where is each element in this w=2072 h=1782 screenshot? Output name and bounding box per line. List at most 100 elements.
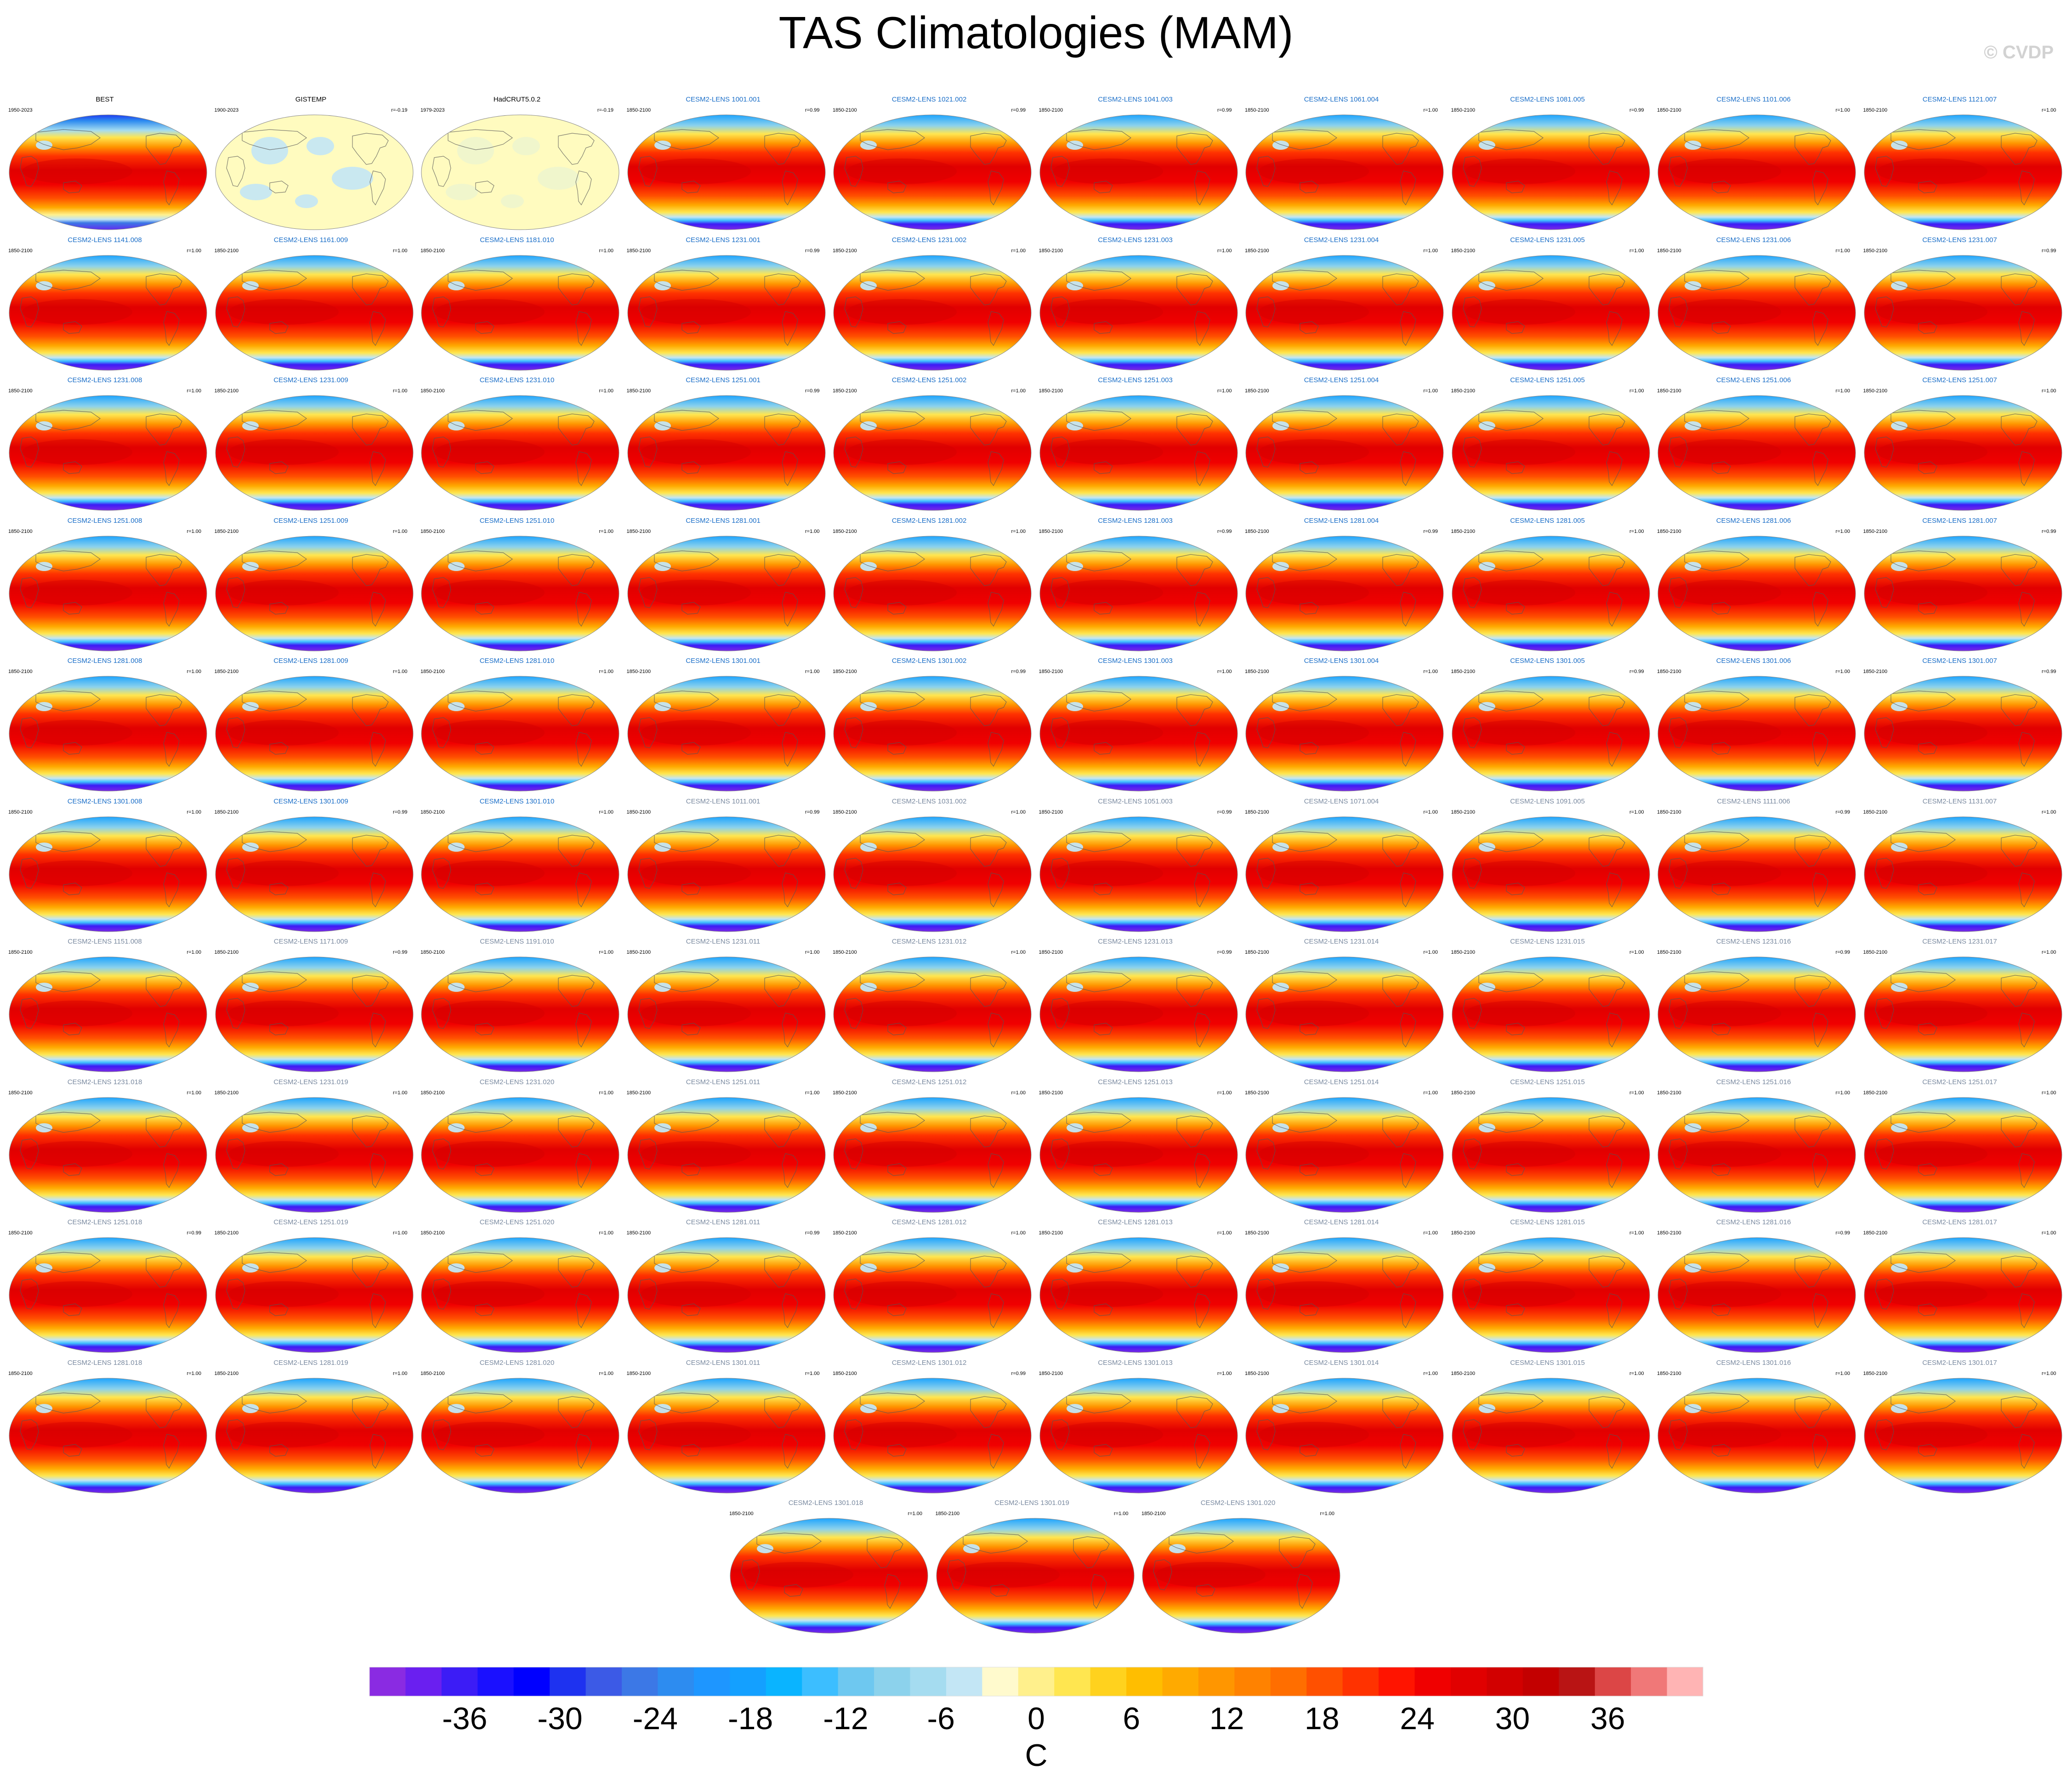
panel-title: CESM2-LENS 1121.007 xyxy=(1922,96,1997,103)
map-panel-grid: BEST 1950-2023 GISTEMP 1900-2023 r=-0.19 HadC… xyxy=(2,96,2063,1635)
map-globe xyxy=(1863,255,2063,372)
colorbar-swatch xyxy=(693,1667,730,1696)
panel-title: CESM2-LENS 1251.018 xyxy=(67,1218,142,1226)
map-globe xyxy=(1141,1517,1341,1635)
map-globe xyxy=(833,535,1032,652)
panel-correlation: r=1.00 xyxy=(1423,248,1438,254)
panel-period: 1850-2100 xyxy=(1245,1230,1269,1236)
colorbar-swatch xyxy=(585,1667,622,1696)
panel-period: 1850-2100 xyxy=(1863,528,1888,534)
panel-title: CESM2-LENS 1281.003 xyxy=(1098,516,1173,525)
colorbar-swatch xyxy=(1270,1667,1307,1696)
map-panel: CESM2-LENS 1081.005 1850-2100 r=0.99 xyxy=(1445,96,1651,232)
panel-period: 1850-2100 xyxy=(1657,107,1681,113)
panel-period: 1850-2100 xyxy=(1451,388,1476,394)
panel-period: 1850-2100 xyxy=(1657,1230,1681,1236)
panel-correlation: r=1.00 xyxy=(1320,1511,1335,1516)
map-panel: CESM2-LENS 1301.001 1850-2100 r=1.00 xyxy=(620,657,826,794)
watermark: © CVDP xyxy=(1984,42,2054,62)
map-globe xyxy=(627,675,826,792)
panel-correlation: r=1.00 xyxy=(187,528,202,534)
panel-title: CESM2-LENS 1251.008 xyxy=(67,516,142,525)
panel-period: 1850-2100 xyxy=(1245,809,1269,815)
panel-correlation: r=1.00 xyxy=(805,528,820,534)
panel-correlation: r=1.00 xyxy=(599,1090,614,1096)
map-panel: CESM2-LENS 1031.002 1850-2100 r=1.00 xyxy=(826,798,1032,934)
panel-correlation: r=0.99 xyxy=(1011,1370,1026,1376)
map-panel: CESM2-LENS 1231.007 1850-2100 r=0.99 xyxy=(1857,236,2063,373)
panel-title: CESM2-LENS 1231.011 xyxy=(686,938,761,945)
map-globe xyxy=(1245,1237,1444,1354)
panel-period: 1850-2100 xyxy=(1863,950,1888,955)
panel-period: 1850-2100 xyxy=(833,1090,857,1096)
map-panel: CESM2-LENS 1161.009 1850-2100 r=1.00 xyxy=(208,236,414,373)
map-globe xyxy=(420,675,620,792)
panel-title: CESM2-LENS 1301.013 xyxy=(1098,1358,1173,1367)
map-panel: CESM2-LENS 1231.013 1850-2100 r=0.99 xyxy=(1033,938,1238,1075)
panel-period: 1850-2100 xyxy=(1451,809,1476,815)
panel-period: 1850-2100 xyxy=(8,528,33,534)
panel-period: 1850-2100 xyxy=(214,528,239,534)
map-panel: CESM2-LENS 1251.006 1850-2100 r=1.00 xyxy=(1651,376,1856,513)
map-globe xyxy=(8,1237,208,1354)
map-globe xyxy=(8,1377,208,1494)
panel-period: 1850-2100 xyxy=(1245,107,1269,113)
panel-correlation: r=1.00 xyxy=(1011,1090,1026,1096)
map-panel: CESM2-LENS 1251.018 1850-2100 r=0.99 xyxy=(2,1218,208,1355)
panel-title: CESM2-LENS 1281.006 xyxy=(1716,516,1791,525)
colorbar-tick-label: -18 xyxy=(728,1701,773,1736)
panel-correlation: r=-0.19 xyxy=(597,107,613,113)
map-globe xyxy=(833,1237,1032,1354)
map-panel: CESM2-LENS 1301.006 1850-2100 r=1.00 xyxy=(1651,657,1856,794)
panel-correlation: r=0.99 xyxy=(1629,107,1644,113)
map-panel: CESM2-LENS 1251.014 1850-2100 r=1.00 xyxy=(1238,1078,1444,1215)
map-panel: CESM2-LENS 1071.004 1850-2100 r=1.00 xyxy=(1238,798,1444,934)
map-globe xyxy=(8,675,208,792)
panel-correlation: r=1.00 xyxy=(1011,528,1026,534)
panel-correlation: r=0.99 xyxy=(1011,107,1026,113)
panel-period: 1850-2100 xyxy=(1863,1230,1888,1236)
map-panel: CESM2-LENS 1301.010 1850-2100 r=1.00 xyxy=(414,798,620,934)
panel-title: CESM2-LENS 1251.011 xyxy=(686,1078,761,1086)
map-panel: CESM2-LENS 1231.011 1850-2100 r=1.00 xyxy=(620,938,826,1075)
map-globe xyxy=(8,114,208,231)
map-globe xyxy=(1863,114,2063,231)
map-globe xyxy=(1657,114,1856,231)
panel-title: CESM2-LENS 1281.014 xyxy=(1304,1218,1379,1226)
map-globe xyxy=(833,1097,1032,1214)
map-globe xyxy=(1451,816,1651,933)
map-globe xyxy=(729,1517,929,1635)
panel-period: 1850-2100 xyxy=(214,809,239,815)
map-globe xyxy=(1657,816,1856,933)
map-globe xyxy=(833,1377,1032,1494)
panel-title: CESM2-LENS 1161.009 xyxy=(273,236,348,244)
colorbar-swatch xyxy=(982,1667,1019,1696)
panel-correlation: r=1.00 xyxy=(2042,388,2056,394)
panel-period: 1850-2100 xyxy=(420,669,445,674)
panel-correlation: r=1.00 xyxy=(805,669,820,674)
panel-period: 1850-2100 xyxy=(420,950,445,955)
map-globe xyxy=(420,1237,620,1354)
panel-title: CESM2-LENS 1281.013 xyxy=(1098,1218,1173,1226)
map-panel: CESM2-LENS 1281.015 1850-2100 r=1.00 xyxy=(1445,1218,1651,1355)
colorbar-tick-label: 6 xyxy=(1123,1701,1140,1736)
panel-title: CESM2-LENS 1301.015 xyxy=(1510,1358,1585,1367)
map-panel: GISTEMP 1900-2023 r=-0.19 xyxy=(208,96,414,232)
panel-period: 1850-2100 xyxy=(833,950,857,955)
panel-title: CESM2-LENS 1231.006 xyxy=(1716,236,1791,244)
colorbar-swatch xyxy=(874,1667,910,1696)
map-globe xyxy=(215,114,414,231)
panel-period: 1850-2100 xyxy=(214,1230,239,1236)
map-panel: CESM2-LENS 1091.005 1850-2100 r=1.00 xyxy=(1445,798,1651,934)
colorbar-tick-label: -30 xyxy=(537,1701,582,1736)
map-panel: CESM2-LENS 1251.015 1850-2100 r=1.00 xyxy=(1445,1078,1651,1215)
panel-period: 1850-2100 xyxy=(1039,1370,1063,1376)
panel-title: CESM2-LENS 1231.016 xyxy=(1716,938,1791,945)
panel-period: 1850-2100 xyxy=(833,528,857,534)
map-globe xyxy=(1245,535,1444,652)
map-globe xyxy=(420,114,620,231)
panel-correlation: r=1.00 xyxy=(187,1090,202,1096)
panel-title: CESM2-LENS 1281.010 xyxy=(479,657,555,665)
panel-period: 1850-2100 xyxy=(626,809,651,815)
colorbar-swatch xyxy=(477,1667,514,1696)
